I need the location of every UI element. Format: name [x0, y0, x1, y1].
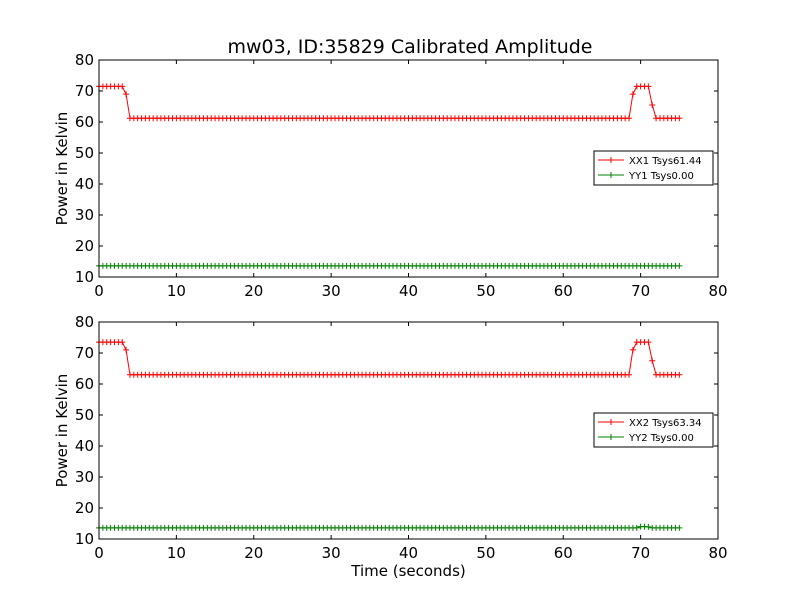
- data-point: [676, 115, 683, 122]
- x-tick-label: 50: [476, 282, 495, 300]
- y-tick-label: 30: [75, 468, 94, 486]
- series-1: [96, 339, 683, 378]
- legend: XX2 Tsys63.34 YY2 Tsys0.00: [593, 412, 714, 448]
- y-tick-label: 50: [75, 144, 94, 162]
- data-point: [629, 91, 636, 98]
- legend-label: XX2 Tsys63.34: [629, 418, 702, 429]
- x-tick-label: 50: [476, 544, 495, 562]
- y-tick-label: 80: [75, 313, 94, 331]
- y-tick-label: 30: [75, 206, 94, 224]
- series-1: [96, 83, 683, 122]
- x-tick-label: 10: [167, 282, 186, 300]
- x-tick-label: 80: [708, 282, 727, 300]
- legend-entry: XX1 Tsys61.44: [598, 156, 702, 167]
- data-point: [119, 339, 126, 346]
- legend-entry: YY2 Tsys0.00: [598, 433, 694, 444]
- legend-box: [593, 412, 714, 448]
- data-point: [645, 523, 652, 530]
- data-point: [633, 524, 640, 531]
- data-point: [676, 371, 683, 378]
- data-point: [629, 346, 636, 353]
- y-tick-label: 60: [75, 375, 94, 393]
- legend-swatch-marker: [608, 434, 614, 440]
- x-tick-label: 60: [554, 282, 573, 300]
- legend-entry: YY1 Tsys0.00: [598, 171, 694, 182]
- data-point: [123, 346, 130, 353]
- legend-entry: XX2 Tsys63.34: [598, 418, 702, 429]
- y-tick-label: 20: [75, 237, 94, 255]
- series-2: [96, 523, 683, 531]
- y-tick-label: 20: [75, 499, 94, 517]
- legend-box: [593, 150, 714, 186]
- y-tick-label: 10: [75, 530, 94, 548]
- x-tick-label: 20: [244, 544, 263, 562]
- x-tick-label: 20: [244, 282, 263, 300]
- x-tick-label: 40: [399, 282, 418, 300]
- x-tick-label: 60: [554, 544, 573, 562]
- y-tick-label: 60: [75, 113, 94, 131]
- legend: XX1 Tsys61.44 YY1 Tsys0.00: [593, 150, 714, 186]
- y-axis-label: Power in Kelvin: [53, 112, 71, 226]
- data-point: [626, 371, 633, 378]
- axes-frame: [98, 59, 719, 278]
- y-tick-label: 70: [75, 82, 94, 100]
- x-tick-label: 30: [322, 282, 341, 300]
- x-tick-label: 30: [322, 544, 341, 562]
- y-tick-label: 10: [75, 268, 94, 286]
- y-axis-label: Power in Kelvin: [53, 374, 71, 488]
- chart-title: mw03, ID:35829 Calibrated Amplitude: [227, 36, 592, 58]
- data-point: [645, 339, 652, 346]
- y-tick-label: 70: [75, 344, 94, 362]
- x-tick-label: 70: [631, 544, 650, 562]
- legend-label: XX1 Tsys61.44: [629, 156, 702, 167]
- legend-label: YY2 Tsys0.00: [628, 433, 694, 444]
- legend-swatch-marker: [608, 157, 614, 163]
- legend-label: YY1 Tsys0.00: [628, 171, 694, 182]
- x-tick-label: 40: [399, 544, 418, 562]
- x-axis-label: Time (seconds): [350, 562, 466, 580]
- y-tick-label: 50: [75, 406, 94, 424]
- data-point: [645, 83, 652, 90]
- x-tick-label: 0: [94, 282, 104, 300]
- legend-swatch-marker: [608, 419, 614, 425]
- data-point: [123, 91, 130, 98]
- x-tick-label: 0: [94, 544, 104, 562]
- data-point: [626, 115, 633, 122]
- legend-swatch-marker: [608, 172, 614, 178]
- series-2: [96, 262, 683, 269]
- data-point: [676, 524, 683, 531]
- data-point: [119, 83, 126, 90]
- axes-frame: [98, 321, 719, 540]
- x-tick-label: 10: [167, 544, 186, 562]
- x-tick-label: 80: [708, 544, 727, 562]
- data-point: [649, 357, 656, 364]
- data-point: [676, 262, 683, 269]
- x-tick-label: 70: [631, 282, 650, 300]
- y-tick-label: 40: [75, 175, 94, 193]
- y-tick-label: 80: [75, 51, 94, 69]
- data-point: [649, 101, 656, 108]
- y-tick-label: 40: [75, 437, 94, 455]
